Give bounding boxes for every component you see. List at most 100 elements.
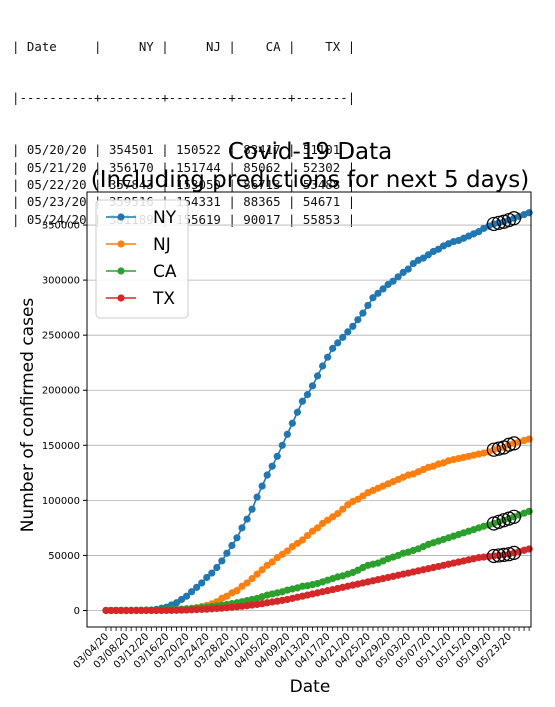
table-separator-row: |----------+--------+--------+-------+--… [12,90,356,106]
data-point [349,322,357,330]
legend-swatch-marker [117,294,125,302]
prediction-marker [486,442,501,457]
y-tick-label: 350000 [42,221,80,232]
legend-label: NJ [153,235,171,255]
data-point [283,430,291,438]
data-point [248,574,256,583]
table-row: | 05/20/20 | 354501 | 150522 | 83417 | 5… [12,142,356,158]
data-point [157,606,166,615]
data-point [379,285,387,293]
y-tick-label: 100000 [42,496,80,507]
data-point [525,209,533,217]
data-point [172,606,181,614]
data-point [369,294,377,302]
data-point [288,419,296,427]
data-point [122,606,130,615]
data-point [248,505,256,513]
data-point [324,353,332,361]
legend-swatch-marker [117,213,125,221]
data-point [188,606,196,614]
data-point [223,549,231,557]
data-point [142,606,150,615]
prediction-marker [506,211,522,226]
data-point [334,339,342,347]
data-point [218,557,226,565]
legend-swatch-marker [117,240,125,248]
data-point [258,566,266,574]
data-point [102,606,110,615]
data-point [117,606,125,615]
legend-box [95,199,189,319]
series-tx [102,545,533,615]
data-point [339,505,347,513]
prediction-markers [486,211,522,564]
data-point [525,435,533,443]
chart-title-line-2: (Including predictions for next 5 days) [91,167,530,193]
table-header-row: | Date | NY | NJ | CA | TX | [12,38,356,54]
data-point [389,277,397,285]
data-point [167,606,176,614]
data-point [193,606,201,614]
data-point [213,563,221,572]
data-point [253,493,261,501]
data-point [334,509,342,518]
prediction-marker [491,548,506,563]
data-point [404,265,412,273]
covid-line-chart: Covid-19 Data (Including predictions for… [18,139,533,697]
prediction-marker [486,216,501,232]
data-point [238,524,246,532]
prediction-marker [506,545,522,560]
data-point [198,605,206,613]
y-tick-label: 150000 [42,441,80,452]
data-point [318,362,327,370]
legend-swatch-marker [117,267,125,275]
data-point [233,534,241,542]
data-point [308,382,317,390]
data-point [303,531,312,540]
data-point [278,441,286,449]
data-point [268,462,276,470]
prediction-marker [496,547,512,562]
data-point [354,316,362,324]
series-ny [102,209,533,615]
data-point [182,592,191,600]
data-point [293,408,302,416]
y-axis-title: Number of confirmed cases [18,298,38,533]
y-tick-label: 0 [74,606,80,617]
x-axis-ticks: 03/04/2003/08/2003/12/2003/16/2003/20/20… [72,627,530,671]
y-tick-label: 250000 [42,331,80,342]
prediction-marker [491,215,506,230]
x-axis-title: Date [290,677,331,697]
data-point [263,471,271,479]
data-point [243,579,251,587]
data-point [329,344,337,352]
y-axis-ticks: 0 50000 100000 150000 200000 250000 300000 3500… [42,221,87,617]
data-point [525,507,533,515]
data-point [147,606,155,615]
data-point [203,573,211,582]
data-point [253,570,261,578]
data-point [162,606,171,614]
legend: NY NJ CA TX [95,199,189,319]
data-point [137,606,145,615]
data-point [152,606,160,615]
data-point [339,333,347,341]
legend-label: TX [152,289,175,309]
data-point [364,301,372,310]
data-point [132,606,140,615]
y-tick-label: 300000 [42,276,80,287]
data-point [303,391,312,399]
data-point [273,452,281,460]
data-point [233,587,241,595]
data-point [177,606,186,614]
prediction-marker [501,437,517,452]
y-tick-label: 200000 [42,386,80,397]
legend-label: NY [153,208,177,228]
data-point [127,606,135,615]
prediction-marker [486,548,501,564]
data-point [193,583,201,591]
prediction-marker [491,441,506,456]
data-point [182,606,191,614]
data-point [298,536,307,544]
data-point [283,547,291,555]
